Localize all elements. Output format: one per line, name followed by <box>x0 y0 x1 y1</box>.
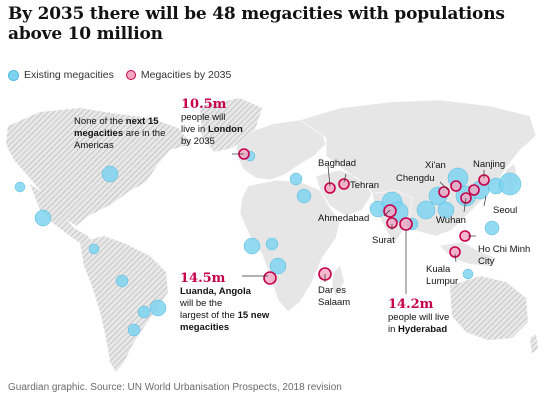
legend-existing: Existing megacities <box>8 69 114 81</box>
annotation-americas-post: are in the Americas <box>74 128 166 151</box>
luanda-figure: 14.5m <box>180 271 226 286</box>
middle-east <box>315 169 373 217</box>
south-america <box>80 236 168 372</box>
future-megacity <box>383 204 397 218</box>
asia <box>299 99 537 237</box>
label-ahmedabad: Ahmedabad <box>318 213 370 224</box>
existing-megacity <box>115 274 129 288</box>
australia <box>450 276 528 340</box>
label-xian: Xi'an <box>425 160 446 171</box>
london-line3: by 2035 <box>181 136 215 147</box>
label-chengdu: Chengdu <box>396 173 435 184</box>
existing-megacity <box>416 200 436 220</box>
existing-megacity <box>101 165 119 183</box>
greenland <box>200 98 262 152</box>
future-megacity-swatch <box>125 70 136 80</box>
annotation-luanda: 14.5m Luanda, Angola will be the largest… <box>180 271 280 334</box>
annotation-americas: None of the next 15 megacities are in th… <box>74 116 174 152</box>
legend-existing-label: Existing megacities <box>24 69 114 81</box>
existing-megacity <box>484 220 500 236</box>
label-surat: Surat <box>372 235 395 246</box>
future-megacity <box>449 246 461 258</box>
label-hochiminh: Ho Chi Minh City <box>478 244 531 267</box>
existing-megacity <box>498 172 522 196</box>
future-megacity <box>399 217 413 231</box>
existing-megacity <box>137 305 151 319</box>
label-wuhan: Wuhan <box>436 215 466 226</box>
existing-megacity <box>269 257 287 275</box>
leader-lines <box>232 153 487 294</box>
label-seoul: Seoul <box>493 205 518 216</box>
existing-megacity <box>296 188 312 204</box>
future-megacities <box>238 148 490 285</box>
source-note: Guardian graphic. Source: UN World Urban… <box>8 382 342 393</box>
hyderabad-bold: Hyderabad <box>398 324 448 335</box>
madagascar <box>332 266 344 296</box>
luanda-line2: will be the <box>180 298 223 309</box>
existing-megacity <box>149 299 167 317</box>
new-zealand <box>530 334 538 354</box>
label-baghdad: Baghdad <box>318 158 357 169</box>
existing-megacity <box>127 323 141 337</box>
world-map <box>6 98 538 372</box>
future-megacity <box>338 178 350 190</box>
europe <box>235 119 327 181</box>
label-tehran: Tehran <box>350 180 380 191</box>
future-megacity <box>438 186 450 198</box>
existing-megacity <box>88 243 100 255</box>
legend: Existing megacities Megacities by 2035 <box>8 68 243 82</box>
existing-megacity <box>289 172 303 186</box>
label-kualalumpur: Kuala Lumpur <box>426 264 459 287</box>
london-figure: 10.5m <box>181 97 227 112</box>
london-line1: people will <box>181 112 226 123</box>
luanda-line3: largest of the <box>180 310 238 321</box>
legend-future-label: Megacities by 2035 <box>140 69 232 81</box>
existing-megacity <box>462 268 474 280</box>
luanda-bold2: 15 new megacities <box>180 310 270 333</box>
label-dar: Dar es Salaam <box>318 285 351 308</box>
label-nanjing: Nanjing <box>473 159 506 170</box>
london-bold: London <box>207 124 243 135</box>
future-megacity <box>450 180 462 192</box>
existing-megacity <box>265 237 279 251</box>
london-line2: live in <box>181 124 208 135</box>
annotation-hyderabad: 14.2m people will live in Hyderabad <box>388 297 488 336</box>
hyderabad-line2: in <box>388 324 399 335</box>
hyderabad-figure: 14.2m <box>388 297 434 312</box>
existing-megacity <box>14 181 26 193</box>
existing-megacity <box>243 237 261 255</box>
future-megacity <box>468 184 480 196</box>
legend-future: Megacities by 2035 <box>125 69 232 81</box>
existing-megacity <box>437 201 455 219</box>
annotation-americas-pre: None of the <box>74 116 126 127</box>
luanda-bold1: Luanda, Angola <box>180 286 251 297</box>
page-title: By 2035 there will be 48 megacities with… <box>8 4 505 44</box>
future-megacity <box>263 271 277 285</box>
africa <box>239 179 341 313</box>
annotation-london: 10.5m people will live in London by 2035 <box>181 97 261 148</box>
central-america <box>30 184 94 246</box>
north-america <box>6 108 192 226</box>
hyderabad-line1: people will live <box>388 312 450 323</box>
existing-megacity <box>34 209 52 227</box>
existing-megacity-swatch <box>8 69 19 81</box>
annotation-americas-bold: next 15 megacities <box>74 116 159 139</box>
